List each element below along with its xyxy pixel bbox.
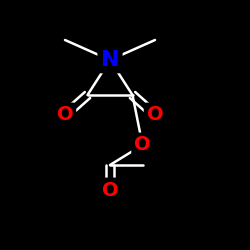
Text: O: O bbox=[147, 106, 163, 124]
Text: O: O bbox=[102, 180, 118, 200]
Text: N: N bbox=[101, 50, 119, 70]
Text: O: O bbox=[134, 136, 151, 154]
Text: O: O bbox=[57, 106, 73, 124]
